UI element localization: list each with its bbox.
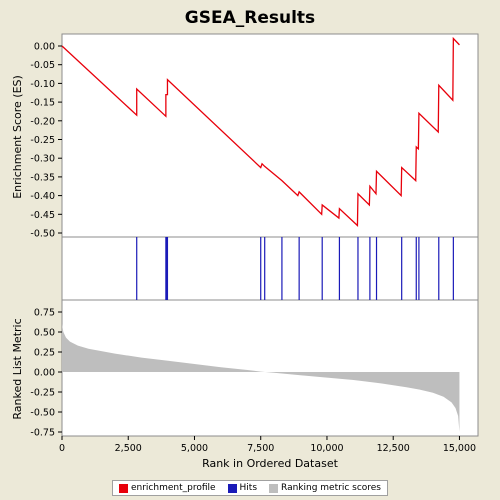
es-y-tick-label: -0.45 xyxy=(30,210,55,221)
legend-label: Hits xyxy=(239,483,258,493)
x-tick-label: 10,000 xyxy=(310,443,343,454)
rank-y-tick-label: -0.75 xyxy=(30,428,55,439)
es-y-tick-label: -0.50 xyxy=(30,229,55,240)
ranking-area xyxy=(62,324,460,432)
chart-title: GSEA_Results xyxy=(185,8,315,28)
x-tick-label: 15,000 xyxy=(443,443,476,454)
hits-panel xyxy=(61,236,479,301)
legend-item-hits: Hits xyxy=(227,483,258,493)
legend-item-ranking: Ranking metric scores xyxy=(269,483,381,493)
enrichment-profile-line xyxy=(61,36,460,227)
es-y-tick-label: -0.10 xyxy=(30,79,55,90)
axis-layer: 0.00 -0.05 -0.10 -0.15 -0.20 -0.25 -0.30 -0.35 -… xyxy=(30,42,476,455)
rank-y-tick-label: 0.75 xyxy=(34,308,55,319)
rank-y-tick-label: 0.00 xyxy=(34,368,55,379)
es-y-tick-label: -0.20 xyxy=(30,116,55,127)
es-y-tick-label: -0.30 xyxy=(30,154,55,165)
x-tick-label: 5,000 xyxy=(181,443,208,454)
rank-y-tick-label: 0.50 xyxy=(34,328,55,339)
x-tick-label: 0 xyxy=(59,443,65,454)
legend-swatch-blue xyxy=(227,483,237,493)
es-layer xyxy=(61,36,460,227)
es-panel xyxy=(61,33,479,238)
rank-y-tick-label: -0.50 xyxy=(30,408,55,419)
x-tick-label: 12,500 xyxy=(377,443,410,454)
ranking-layer xyxy=(62,324,460,432)
legend-item-enrichment: enrichment_profile xyxy=(118,483,216,493)
x-tick-label: 2,500 xyxy=(115,443,142,454)
legend-swatch-gray xyxy=(269,483,279,493)
legend: enrichment_profile Hits Ranking metric s… xyxy=(112,480,388,496)
es-axis-label: Enrichment Score (ES) xyxy=(11,75,24,199)
es-y-tick-label: -0.05 xyxy=(30,60,55,71)
legend-label: enrichment_profile xyxy=(130,483,216,493)
es-y-tick-label: -0.25 xyxy=(30,135,55,146)
es-y-tick-label: -0.40 xyxy=(30,191,55,202)
es-y-tick-label: -0.35 xyxy=(30,172,55,183)
rank-y-tick-label: 0.25 xyxy=(34,348,55,359)
es-y-tick-label: -0.15 xyxy=(30,98,55,109)
rank-y-tick-label: -0.25 xyxy=(30,388,55,399)
x-axis-label: Rank in Ordered Dataset xyxy=(202,457,339,470)
ranking-axis-label: Ranked List Metric xyxy=(11,318,24,419)
legend-label: Ranking metric scores xyxy=(281,483,381,493)
legend-swatch-red xyxy=(118,483,128,493)
x-tick-label: 7,500 xyxy=(247,443,274,454)
es-y-tick-label: 0.00 xyxy=(34,42,55,53)
hits-layer xyxy=(136,237,454,300)
